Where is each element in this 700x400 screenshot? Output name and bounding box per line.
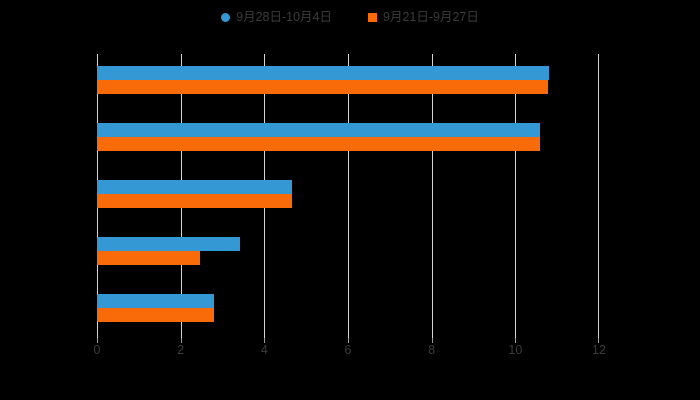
- x-axis-tick-label: 10: [508, 343, 523, 357]
- bar-group: [97, 236, 599, 265]
- tick-mark: [348, 338, 349, 343]
- x-axis-tick-label: 0: [93, 343, 101, 357]
- legend-item-series-1[interactable]: 9月28日-10月4日: [221, 11, 332, 24]
- legend-label-series-2: 9月21日-9月27日: [383, 9, 479, 24]
- x-axis-tick-label: 4: [260, 343, 268, 357]
- bar[interactable]: [97, 123, 541, 138]
- bar-group: [97, 66, 599, 95]
- gridline: [431, 54, 433, 338]
- tick-mark: [431, 338, 433, 343]
- legend-item-series-2[interactable]: 9月21日-9月27日: [368, 11, 479, 24]
- bar[interactable]: [97, 66, 549, 81]
- plot-area: 0 2 4 6 8 10 12: [94, 54, 606, 356]
- gridline: [515, 54, 517, 338]
- x-axis-tick-label: 8: [428, 343, 436, 357]
- tick-mark: [180, 338, 182, 343]
- gridline: [348, 54, 349, 338]
- bar[interactable]: [97, 80, 548, 95]
- bar[interactable]: [97, 307, 215, 322]
- gridline: [598, 54, 599, 338]
- x-axis-tick-label: 12: [592, 343, 606, 357]
- circle-marker-icon: [221, 12, 231, 22]
- tick-mark: [264, 338, 266, 343]
- bar-group: [97, 123, 599, 152]
- bar[interactable]: [97, 250, 200, 265]
- x-axis-tick-label: 2: [177, 343, 185, 357]
- legend-label-series-1: 9月28日-10月4日: [236, 9, 332, 24]
- tick-mark: [515, 338, 517, 343]
- chart-legend: 9月28日-10月4日 9月21日-9月27日: [0, 7, 700, 27]
- bar[interactable]: [97, 293, 215, 308]
- bar-group: [97, 293, 599, 322]
- bar[interactable]: [97, 180, 292, 194]
- bar[interactable]: [97, 236, 241, 251]
- tick-mark: [598, 338, 599, 343]
- bar[interactable]: [97, 137, 541, 152]
- x-axis-tick-label: 6: [344, 343, 352, 357]
- bar[interactable]: [97, 194, 292, 208]
- tick-mark: [97, 338, 98, 343]
- square-marker-icon: [368, 12, 377, 22]
- bar-group: [97, 180, 599, 208]
